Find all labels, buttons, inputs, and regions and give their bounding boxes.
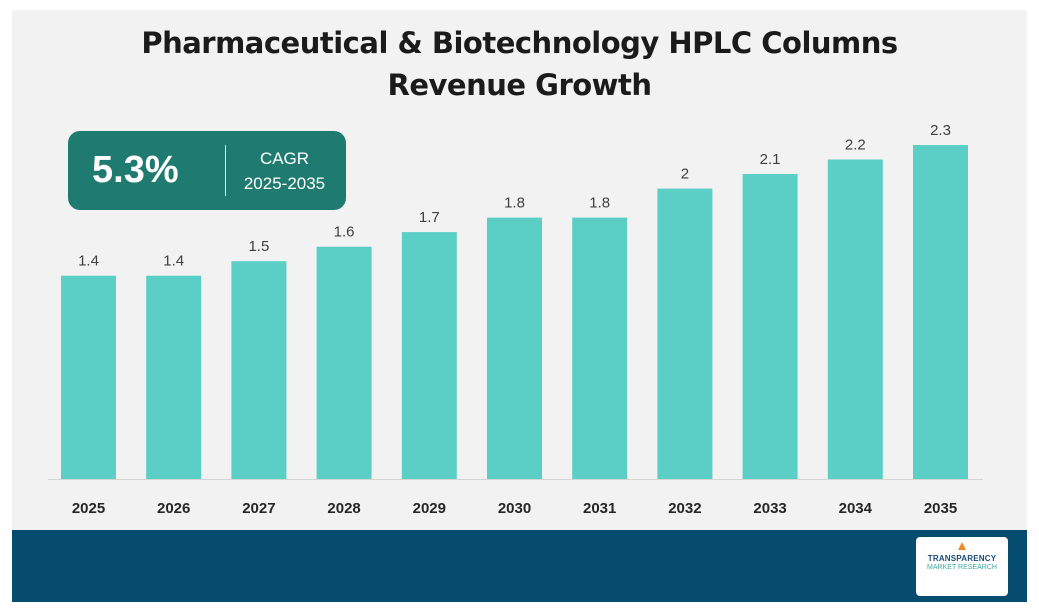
cagr-period: 2025-2035 bbox=[243, 174, 326, 193]
x-tick-label-2027: 2027 bbox=[242, 500, 275, 517]
data-label-2032: 2 bbox=[681, 166, 689, 183]
x-tick-label-2025: 2025 bbox=[72, 500, 105, 517]
data-label-2025: 1.4 bbox=[78, 253, 99, 270]
data-label-2031: 1.8 bbox=[589, 195, 610, 212]
logo-arrow-icon bbox=[958, 542, 966, 550]
bar-2027 bbox=[231, 261, 287, 479]
data-label-2026: 1.4 bbox=[163, 253, 184, 270]
cagr-divider bbox=[225, 145, 226, 196]
data-label-2029: 1.7 bbox=[419, 209, 440, 226]
cagr-value: 5.3% bbox=[92, 149, 179, 191]
data-label-2035: 2.3 bbox=[930, 122, 951, 139]
logo-line-2: MARKET RESEARCH bbox=[927, 564, 997, 571]
company-logo: TRANSPARENCY MARKET RESEARCH bbox=[916, 537, 1008, 596]
x-tick-label-2029: 2029 bbox=[413, 500, 446, 517]
x-tick-label-2030: 2030 bbox=[498, 500, 531, 517]
chart-title-line-1: Pharmaceutical & Biotechnology HPLC Colu… bbox=[141, 26, 898, 60]
x-tick-label-2032: 2032 bbox=[668, 500, 701, 517]
bar-2029 bbox=[401, 232, 457, 479]
data-label-2027: 1.5 bbox=[248, 238, 269, 255]
data-label-2033: 2.1 bbox=[760, 151, 781, 168]
bar-2032 bbox=[657, 188, 713, 479]
cagr-badge: 5.3% CAGR 2025-2035 bbox=[68, 131, 346, 210]
chart-title-line-2: Revenue Growth bbox=[387, 68, 652, 102]
bar-2026 bbox=[146, 275, 202, 479]
data-label-2028: 1.6 bbox=[334, 224, 355, 241]
x-tick-label-2034: 2034 bbox=[839, 500, 873, 517]
x-tick-label-2026: 2026 bbox=[157, 500, 190, 517]
x-tick-label-2033: 2033 bbox=[753, 500, 786, 517]
bar-2030 bbox=[487, 217, 542, 479]
x-tick-label-2031: 2031 bbox=[583, 500, 616, 517]
footer-bar bbox=[12, 530, 1027, 602]
bar-2028 bbox=[316, 246, 372, 479]
data-label-2030: 1.8 bbox=[504, 195, 525, 212]
bar-2033 bbox=[742, 174, 798, 479]
data-label-2034: 2.2 bbox=[845, 137, 866, 154]
x-tick-label-2035: 2035 bbox=[924, 500, 957, 517]
x-tick-label-2028: 2028 bbox=[327, 500, 360, 517]
bar-2034 bbox=[827, 159, 883, 479]
bar-2025 bbox=[61, 275, 116, 479]
logo-line-1: TRANSPARENCY bbox=[927, 554, 997, 563]
cagr-label: CAGR bbox=[259, 149, 310, 168]
chart-title: Pharmaceutical & Biotechnology HPLC Colu… bbox=[12, 22, 1027, 106]
bar-2035 bbox=[913, 145, 968, 479]
bar-2031 bbox=[572, 217, 628, 479]
